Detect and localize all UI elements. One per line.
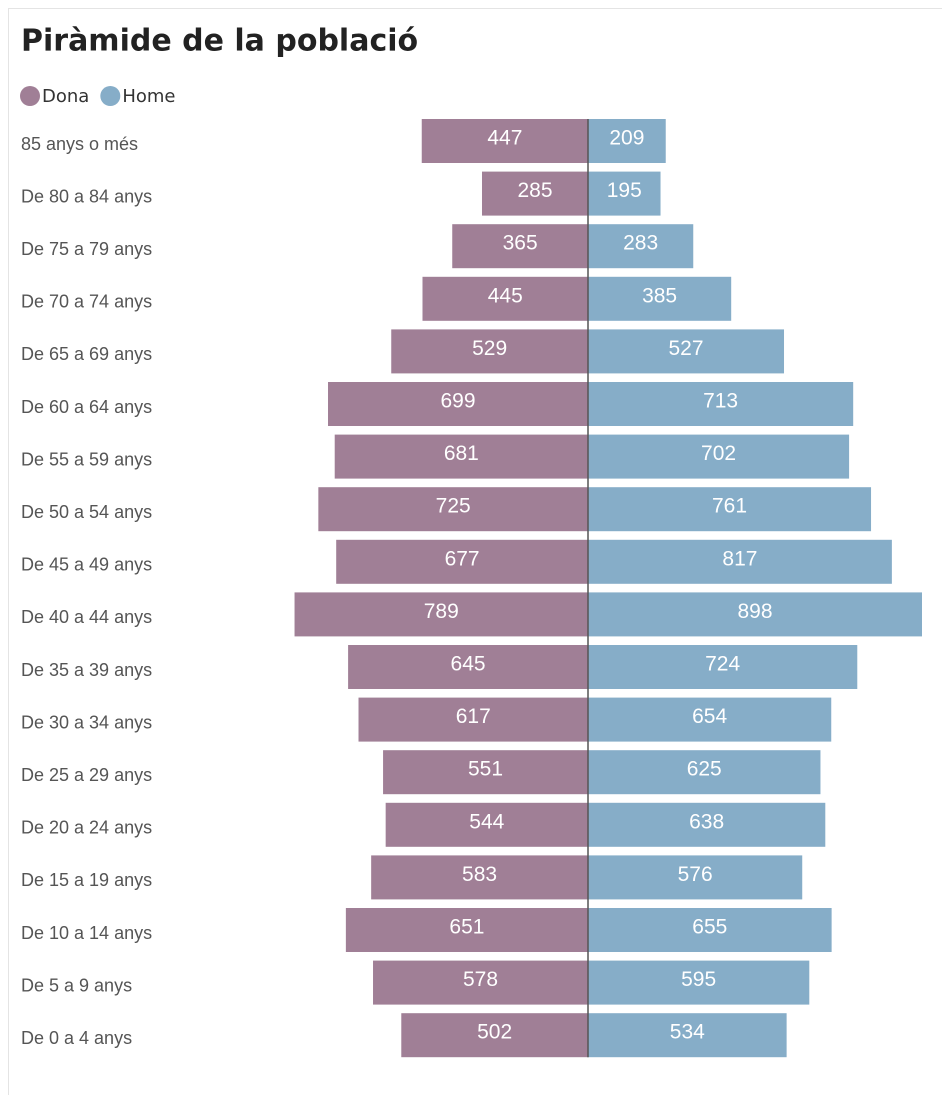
bar bbox=[358, 697, 588, 742]
data-label: 724 bbox=[705, 653, 740, 676]
data-label: 699 bbox=[440, 390, 475, 413]
data-label: 576 bbox=[678, 863, 713, 886]
data-label: 625 bbox=[687, 758, 722, 781]
data-label: 447 bbox=[487, 127, 522, 150]
data-label: 655 bbox=[692, 916, 727, 939]
y-tick-label: De 75 a 79 anys bbox=[21, 239, 152, 259]
bar bbox=[318, 487, 588, 532]
bar bbox=[328, 382, 588, 426]
bar bbox=[391, 329, 588, 374]
bar bbox=[588, 487, 872, 532]
y-tick-label: De 70 a 74 anys bbox=[21, 292, 152, 312]
bar bbox=[588, 697, 832, 742]
y-tick-label: De 65 a 69 anys bbox=[21, 344, 152, 364]
bar bbox=[588, 434, 850, 479]
legend-swatch bbox=[100, 86, 121, 106]
data-label: 527 bbox=[668, 337, 703, 360]
y-tick-label: De 45 a 49 anys bbox=[21, 555, 152, 575]
data-label: 817 bbox=[722, 547, 757, 570]
data-label: 578 bbox=[463, 968, 498, 991]
bar bbox=[588, 592, 922, 637]
bar bbox=[345, 908, 588, 952]
y-tick-label: De 50 a 54 anys bbox=[21, 502, 152, 522]
data-label: 529 bbox=[472, 337, 507, 360]
bar bbox=[588, 855, 803, 900]
data-label: 713 bbox=[703, 390, 738, 413]
legend-label: Dona bbox=[42, 86, 89, 107]
data-label: 702 bbox=[701, 442, 736, 465]
bar bbox=[383, 750, 588, 795]
bar bbox=[588, 802, 826, 847]
data-label: 385 bbox=[642, 284, 677, 307]
data-label: 654 bbox=[692, 705, 727, 728]
bar bbox=[371, 855, 588, 900]
data-label: 195 bbox=[607, 179, 642, 202]
bar bbox=[588, 119, 666, 163]
bar bbox=[588, 750, 821, 795]
data-label: 617 bbox=[456, 705, 491, 728]
y-tick-label: De 60 a 64 anys bbox=[21, 397, 152, 417]
y-tick-label: De 0 a 4 anys bbox=[21, 1028, 132, 1048]
bar bbox=[588, 1013, 787, 1058]
data-label: 534 bbox=[670, 1021, 705, 1044]
data-label: 725 bbox=[436, 495, 471, 518]
legend-swatch bbox=[20, 86, 40, 106]
bar bbox=[348, 645, 588, 689]
data-label: 502 bbox=[477, 1021, 512, 1044]
bar bbox=[422, 276, 588, 321]
bar bbox=[588, 224, 694, 269]
y-tick-label: De 25 a 29 anys bbox=[21, 765, 152, 785]
y-tick-label: De 5 a 9 anys bbox=[21, 975, 132, 995]
bar bbox=[401, 1013, 588, 1058]
data-label: 365 bbox=[503, 232, 538, 255]
chart-title: Piràmide de la població bbox=[21, 24, 418, 59]
bar bbox=[385, 802, 588, 847]
bar bbox=[588, 960, 810, 1005]
legend-label: Home bbox=[122, 86, 175, 107]
data-label: 551 bbox=[468, 758, 503, 781]
data-label: 209 bbox=[609, 127, 644, 150]
y-tick-label: De 35 a 39 anys bbox=[21, 660, 152, 680]
bar bbox=[481, 171, 588, 216]
bar bbox=[588, 171, 661, 216]
bar bbox=[373, 960, 588, 1005]
y-tick-label: De 40 a 44 anys bbox=[21, 607, 152, 627]
data-label: 595 bbox=[681, 968, 716, 991]
data-label: 583 bbox=[462, 863, 497, 886]
frame bbox=[8, 8, 942, 1095]
y-tick-label: De 55 a 59 anys bbox=[21, 449, 152, 469]
bar bbox=[588, 382, 854, 426]
y-tick-label: 85 anys o més bbox=[21, 134, 138, 154]
bar bbox=[294, 592, 588, 637]
bar bbox=[588, 908, 832, 952]
data-label: 544 bbox=[469, 810, 504, 833]
data-label: 638 bbox=[689, 810, 724, 833]
data-label: 445 bbox=[488, 284, 523, 307]
data-label: 283 bbox=[623, 232, 658, 255]
y-tick-label: De 20 a 24 anys bbox=[21, 818, 152, 838]
data-label: 677 bbox=[445, 547, 480, 570]
bar bbox=[588, 645, 858, 689]
y-tick-label: De 80 a 84 anys bbox=[21, 186, 152, 206]
y-tick-label: De 30 a 34 anys bbox=[21, 712, 152, 732]
bar bbox=[421, 119, 588, 163]
data-label: 761 bbox=[712, 495, 747, 518]
data-label: 645 bbox=[451, 653, 486, 676]
y-tick-label: De 10 a 14 anys bbox=[21, 923, 152, 943]
bar bbox=[336, 539, 588, 584]
data-label: 651 bbox=[449, 916, 484, 939]
bar bbox=[588, 276, 732, 321]
data-label: 789 bbox=[424, 600, 459, 623]
bar bbox=[334, 434, 588, 479]
bar bbox=[588, 329, 785, 374]
bar bbox=[452, 224, 588, 269]
bar bbox=[588, 539, 892, 584]
data-label: 898 bbox=[737, 600, 772, 623]
data-label: 285 bbox=[517, 179, 552, 202]
y-tick-label: De 15 a 19 anys bbox=[21, 870, 152, 890]
data-label: 681 bbox=[444, 442, 479, 465]
